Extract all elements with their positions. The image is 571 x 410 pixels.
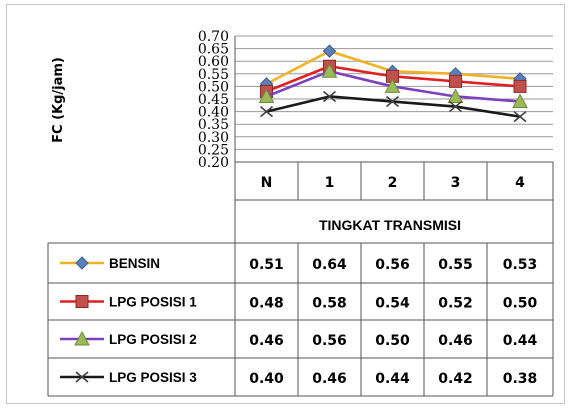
legend-entry: LPG POSISI 2 bbox=[109, 332, 197, 347]
x-tick-label: 3 bbox=[451, 175, 461, 191]
data-point-marker bbox=[385, 95, 400, 108]
y-tick-label: 0.30 bbox=[198, 130, 229, 146]
data-value-label: 0.44 bbox=[375, 371, 410, 387]
legend-key-marker bbox=[75, 256, 89, 270]
x-tick-label: 2 bbox=[388, 175, 398, 191]
data-value-label: 0.64 bbox=[312, 257, 347, 273]
data-value-label: 0.56 bbox=[375, 257, 410, 273]
y-tick-label: 0.60 bbox=[198, 54, 229, 70]
data-value-label: 0.46 bbox=[438, 333, 473, 349]
x-axis-label: TINGKAT TRANSMISI bbox=[319, 217, 461, 233]
data-value-label: 0.48 bbox=[249, 296, 284, 312]
legend-entry: LPG POSISI 3 bbox=[109, 370, 197, 385]
data-value-label: 0.46 bbox=[249, 333, 284, 349]
y-axis-label: FC (Kg/jam) bbox=[51, 57, 66, 143]
data-value-label: 0.50 bbox=[375, 333, 410, 349]
data-value-label: 0.44 bbox=[503, 333, 538, 349]
data-value-label: 0.42 bbox=[438, 371, 473, 387]
data-point-marker bbox=[258, 88, 275, 103]
chart-frame bbox=[6, 4, 565, 404]
x-tick-label: 1 bbox=[325, 175, 335, 191]
data-point-marker bbox=[449, 74, 462, 88]
data-value-label: 0.55 bbox=[438, 257, 473, 273]
data-value-label: 0.46 bbox=[312, 371, 347, 387]
y-tick-label: 0.55 bbox=[198, 67, 229, 83]
legend-key-marker bbox=[75, 371, 89, 383]
data-point-marker bbox=[322, 90, 337, 103]
data-point-marker bbox=[321, 63, 338, 78]
data-point-marker bbox=[448, 100, 463, 113]
legend: BENSIN LPG POSISI 1 LPG POSISI 2 LPG POSISI… bbox=[60, 256, 197, 385]
data-value-label: 0.52 bbox=[438, 296, 473, 312]
y-tick-label: 0.50 bbox=[198, 79, 229, 95]
y-tick-label: 0.65 bbox=[198, 42, 229, 58]
y-tick-label: 0.25 bbox=[198, 142, 229, 158]
data-point-marker bbox=[322, 44, 337, 58]
legend-key-marker bbox=[74, 330, 90, 346]
y-axis-ticks: 0.700.650.600.550.500.450.400.350.300.25… bbox=[198, 29, 229, 171]
data-value-label: 0.58 bbox=[312, 296, 347, 312]
data-point-marker bbox=[259, 105, 274, 118]
y-tick-label: 0.40 bbox=[198, 105, 229, 121]
data-value-label: 0.51 bbox=[249, 257, 284, 273]
y-tick-label: 0.35 bbox=[198, 117, 229, 133]
data-value-label: 0.56 bbox=[312, 333, 347, 349]
data-point-marker bbox=[512, 93, 528, 109]
y-tick-label: 0.20 bbox=[198, 155, 229, 171]
data-point-marker bbox=[513, 111, 527, 123]
y-tick-label: 0.70 bbox=[198, 29, 229, 45]
data-value-label: 0.54 bbox=[375, 296, 410, 312]
x-tick-label: N bbox=[261, 175, 273, 191]
data-point-marker bbox=[384, 78, 401, 93]
series-lines bbox=[258, 44, 528, 123]
legend-entry: LPG POSISI 1 bbox=[109, 295, 197, 310]
data-point-marker bbox=[447, 88, 464, 103]
data-point-marker bbox=[513, 79, 527, 93]
data-value-label: 0.40 bbox=[249, 371, 284, 387]
value-cells: 0.51 0.64 0.56 0.55 0.53 0.48 0.58 0.54 0.52 0.50… bbox=[249, 257, 537, 387]
data-value-label: 0.50 bbox=[503, 296, 538, 312]
data-value-label: 0.38 bbox=[503, 371, 538, 387]
legend-entry: BENSIN bbox=[109, 256, 160, 271]
gridlines bbox=[235, 35, 553, 163]
data-table: N 1 2 3 4 bbox=[47, 36, 554, 397]
x-tick-label: 4 bbox=[515, 175, 525, 191]
legend-key-marker bbox=[75, 295, 89, 308]
y-tick-label: 0.45 bbox=[198, 92, 229, 108]
data-value-label: 0.53 bbox=[503, 257, 538, 273]
